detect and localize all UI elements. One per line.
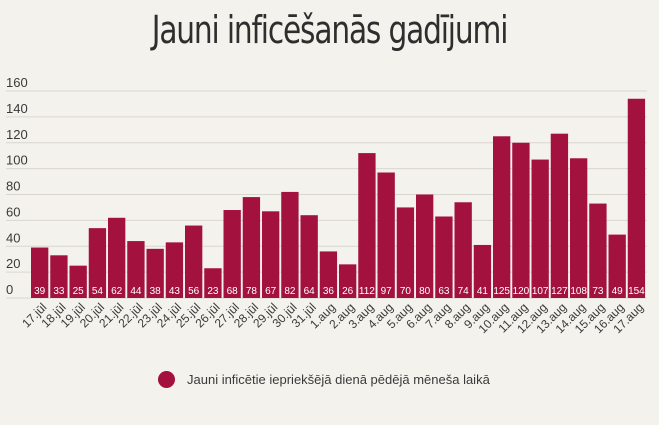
bar-value-label: 38: [150, 286, 162, 297]
y-tick-label: 100: [6, 153, 28, 168]
y-tick-label: 40: [6, 230, 20, 245]
bar: [570, 158, 588, 298]
bar: [550, 133, 569, 298]
bar: [88, 228, 107, 298]
bar-value-label: 33: [53, 286, 65, 297]
bar-value-label: 68: [227, 286, 239, 297]
bar: [31, 247, 49, 298]
bar-value-label: 80: [419, 286, 431, 297]
x-axis-labels: 17.jūl18.jūl19.jūl20.jūl21.jūl22.jūl23.j…: [19, 300, 646, 336]
bar-value-label: 112: [359, 286, 375, 297]
bar: [589, 203, 607, 298]
bar: [281, 191, 299, 298]
y-tick-label: 80: [6, 179, 20, 194]
bar-value-label: 54: [92, 286, 104, 297]
bar: [300, 215, 318, 298]
bar: [165, 242, 184, 298]
bar: [339, 264, 357, 298]
legend-swatch: [158, 371, 175, 388]
value-labels: 39 33 25 54 62 44 38 43 56 23 68 78 67 82 64 36 26 112 97 7…: [34, 286, 645, 297]
bar: [396, 207, 415, 298]
bar: [204, 268, 222, 298]
bar: [223, 210, 241, 298]
bar: [242, 197, 261, 298]
bar-value-label: 107: [532, 286, 549, 297]
bar-value-label: 26: [342, 286, 354, 297]
y-tick-label: 120: [6, 127, 28, 142]
bar-value-label: 44: [130, 286, 142, 297]
bar-value-label: 56: [188, 286, 200, 297]
y-tick-label: 0: [6, 282, 13, 297]
bar-value-label: 78: [246, 286, 258, 297]
bar: [377, 172, 395, 298]
bar-value-label: 70: [400, 286, 412, 297]
bar-value-label: 25: [73, 286, 85, 297]
bar: [50, 255, 68, 298]
bar-value-label: 82: [284, 286, 296, 297]
bar-value-label: 125: [493, 286, 510, 297]
bar-value-label: 74: [458, 286, 470, 297]
bar: [493, 136, 511, 298]
y-tick-label: 140: [6, 101, 28, 116]
bar: [127, 241, 145, 298]
bar-value-label: 73: [592, 286, 604, 297]
bar: [627, 98, 646, 298]
y-axis-ticks: 0 20 40 60 80 100 120 140 160: [6, 75, 28, 297]
bar-value-label: 23: [207, 286, 219, 297]
legend: Jauni inficētie iepriekšējā dienā pēdējā…: [158, 371, 490, 388]
bars: [31, 98, 646, 298]
bar: [435, 216, 453, 298]
bar-value-label: 41: [477, 286, 489, 297]
bar: [108, 217, 126, 298]
bar: [608, 234, 626, 298]
bar: [454, 202, 472, 298]
bar-value-label: 62: [111, 286, 123, 297]
bar-value-label: 43: [169, 286, 181, 297]
bar: [185, 225, 203, 298]
bar: [319, 251, 338, 298]
bar-value-label: 64: [304, 286, 316, 297]
bar: [358, 153, 376, 298]
legend-label: Jauni inficētie iepriekšējā dienā pēdējā…: [187, 372, 490, 387]
bar-value-label: 63: [438, 286, 450, 297]
bar: [69, 265, 87, 298]
bar: [262, 211, 280, 298]
bar-value-label: 49: [612, 286, 624, 297]
bar: [531, 159, 549, 298]
y-tick-label: 20: [6, 256, 20, 271]
bar-value-label: 36: [323, 286, 335, 297]
bar-value-label: 127: [551, 286, 568, 297]
y-tick-label: 160: [6, 75, 28, 90]
bar: [416, 194, 434, 298]
bar-value-label: 97: [381, 286, 393, 297]
bar-value-label: 67: [265, 286, 277, 297]
bar-value-label: 39: [34, 286, 46, 297]
y-tick-label: 60: [6, 204, 20, 219]
bar: [146, 248, 164, 298]
bar-value-label: 108: [570, 286, 587, 297]
bar-value-label: 154: [628, 286, 645, 297]
bar: [473, 244, 492, 298]
chart-title: Jauni inficēšanās gadījumi: [151, 8, 509, 52]
bar-value-label: 120: [513, 286, 530, 297]
bar: [512, 142, 530, 298]
